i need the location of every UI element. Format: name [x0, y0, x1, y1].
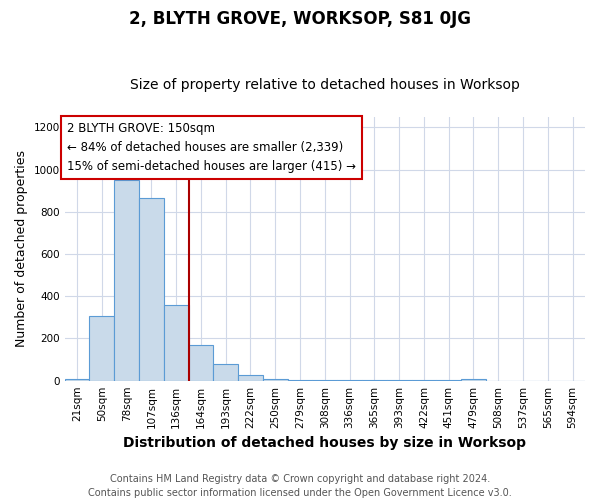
X-axis label: Distribution of detached houses by size in Worksop: Distribution of detached houses by size …: [124, 436, 526, 450]
Text: 2, BLYTH GROVE, WORKSOP, S81 0JG: 2, BLYTH GROVE, WORKSOP, S81 0JG: [129, 10, 471, 28]
Title: Size of property relative to detached houses in Worksop: Size of property relative to detached ho…: [130, 78, 520, 92]
Bar: [164, 304, 188, 380]
Text: Contains HM Land Registry data © Crown copyright and database right 2024.
Contai: Contains HM Land Registry data © Crown c…: [88, 474, 512, 498]
Bar: [214, 364, 238, 380]
Bar: [89, 316, 114, 380]
Y-axis label: Number of detached properties: Number of detached properties: [15, 150, 28, 347]
Bar: [263, 379, 287, 380]
Bar: [238, 375, 263, 380]
Bar: [188, 345, 214, 380]
Bar: [461, 379, 486, 380]
Bar: [114, 180, 139, 380]
Text: 2 BLYTH GROVE: 150sqm
← 84% of detached houses are smaller (2,339)
15% of semi-d: 2 BLYTH GROVE: 150sqm ← 84% of detached …: [67, 122, 356, 173]
Bar: [139, 198, 164, 380]
Bar: [65, 378, 89, 380]
